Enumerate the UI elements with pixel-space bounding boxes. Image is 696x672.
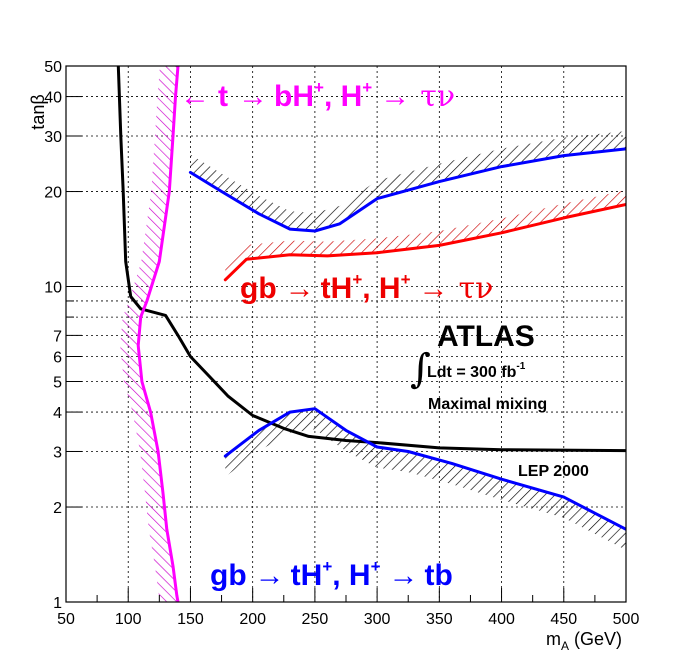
x-tick-label: 200 (239, 611, 266, 628)
hatch-band-0 (190, 131, 626, 231)
x-tick-label: 150 (177, 611, 204, 628)
x-tick-label: 250 (302, 611, 329, 628)
y-tick-label: 10 (44, 280, 62, 297)
y-tick-label: 4 (53, 405, 62, 422)
lep-label: LEP 2000 (518, 463, 589, 480)
series-line-4 (223, 407, 626, 531)
y-tick-label: 1 (53, 595, 62, 612)
y-tick-label: 3 (53, 444, 62, 461)
annotation-mid-process: gb → tH+, H+ → τν (240, 270, 493, 306)
hatch-bands (120, 66, 626, 602)
y-tick-label: 30 (44, 129, 62, 146)
y-tick-label: 2 (53, 500, 62, 517)
series-line-2 (188, 147, 626, 233)
y-tick-label: 7 (53, 328, 62, 345)
x-tick-label: 450 (550, 611, 577, 628)
hatch-band-1 (225, 190, 626, 280)
series-lines (116, 66, 626, 602)
x-tick-label: 500 (613, 611, 640, 628)
series-line-3 (223, 203, 626, 282)
y-tick-label: 5 (53, 374, 62, 391)
atlas-label: ATLAS (437, 320, 535, 353)
x-axis-title: mA (GeV) (546, 629, 622, 653)
mixing-label: Maximal mixing (428, 396, 547, 413)
y-tick-label: 40 (44, 90, 62, 107)
hatch-band-3 (120, 66, 178, 602)
x-tick-label: 400 (488, 611, 515, 628)
series-line-0 (116, 66, 626, 453)
integral-sign: ∫ (410, 346, 431, 392)
x-tick-label: 50 (57, 611, 75, 628)
annotation-bottom-process: gb → tH+, H+ → tb (210, 557, 453, 592)
x-tick-label: 350 (426, 611, 453, 628)
x-tick-label: 300 (364, 611, 391, 628)
x-tick-label: 100 (115, 611, 142, 628)
series-line-1 (136, 66, 180, 602)
y-tick-label: 20 (44, 185, 62, 202)
y-axis-title: tanβ (28, 94, 48, 129)
axis-ticks: 50 100 150 200 250 300 350 400 450 500 1 2 3 4 5 6 7 10 20… (44, 59, 639, 628)
luminosity-label: Ldt = 300 fb-1 (427, 361, 526, 381)
y-tick-label: 6 (53, 350, 62, 367)
annotation-top-process: ← t → bH+, H+ → τν (180, 78, 455, 114)
y-tick-label: 50 (44, 59, 62, 76)
